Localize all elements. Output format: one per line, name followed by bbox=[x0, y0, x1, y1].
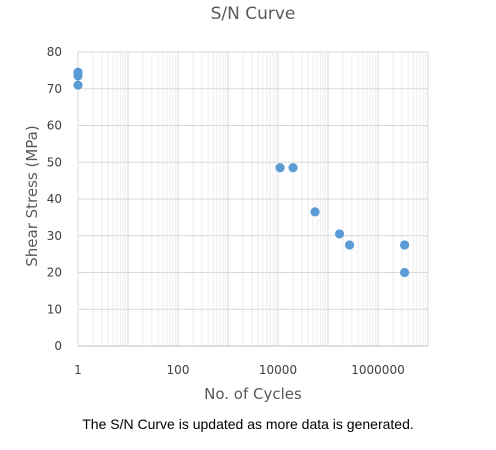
x-tick-label: 1 bbox=[74, 363, 82, 377]
y-tick-label: 40 bbox=[47, 192, 62, 206]
data-point bbox=[73, 80, 83, 90]
data-point bbox=[275, 163, 285, 173]
data-point bbox=[288, 163, 298, 173]
x-tick-label: 1000000 bbox=[351, 363, 404, 377]
data-points bbox=[73, 67, 410, 278]
y-tick-label: 50 bbox=[47, 155, 62, 169]
data-point bbox=[334, 229, 345, 239]
x-tick-label: 10000 bbox=[259, 363, 297, 377]
y-tick-label: 0 bbox=[54, 339, 62, 353]
y-tick-label: 80 bbox=[47, 45, 62, 59]
y-tick-labels: 0 10 20 30 40 50 60 70 80 bbox=[47, 45, 62, 353]
data-point bbox=[73, 71, 83, 81]
x-tick-labels: 1 100 10000 1000000 bbox=[74, 363, 405, 377]
y-tick-label: 10 bbox=[47, 302, 62, 316]
y-tick-label: 30 bbox=[47, 229, 62, 243]
x-tick-label: 100 bbox=[167, 363, 190, 377]
data-point bbox=[310, 207, 320, 217]
chart-caption: The S/N Curve is updated as more data is… bbox=[82, 416, 414, 432]
x-axis-title: No. of Cycles bbox=[204, 385, 302, 403]
y-tick-label: 70 bbox=[47, 82, 62, 96]
y-tick-label: 60 bbox=[47, 119, 62, 133]
data-point bbox=[344, 240, 355, 250]
y-tick-label: 20 bbox=[47, 266, 62, 280]
chart-title: S/N Curve bbox=[211, 4, 296, 24]
y-axis-title: Shear Stress (MPa) bbox=[23, 125, 41, 266]
data-point bbox=[399, 240, 410, 250]
axes bbox=[77, 52, 428, 347]
data-point bbox=[399, 267, 410, 278]
gridlines bbox=[77, 51, 429, 347]
